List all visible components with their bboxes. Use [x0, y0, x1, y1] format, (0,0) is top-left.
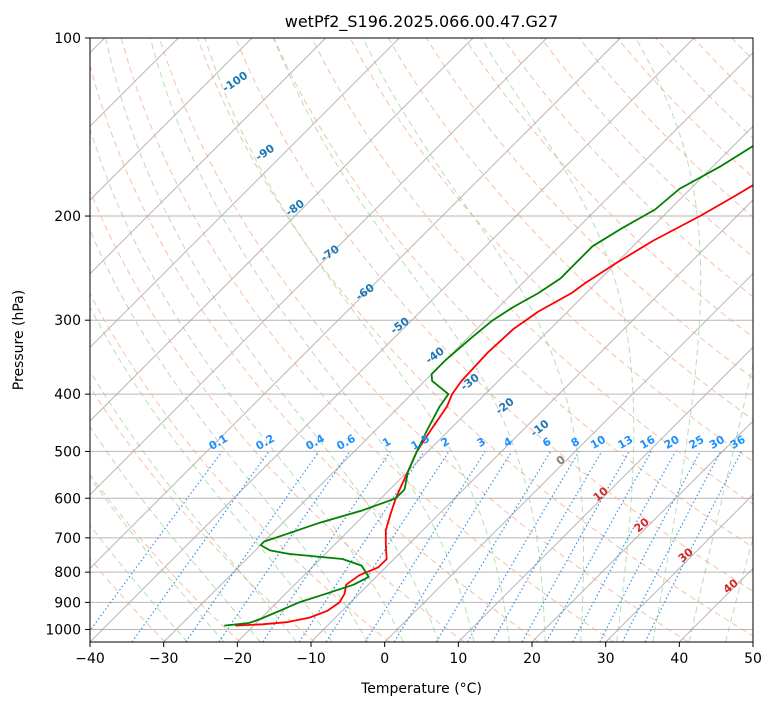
isotherm-line: [531, 420, 753, 642]
isotherm-line: [90, 38, 253, 201]
moist-adiabat-line: [90, 476, 225, 642]
isotherm-line: [310, 199, 753, 642]
y-tick-label: 400: [54, 387, 81, 403]
moist-adiabat-line: [204, 38, 510, 642]
isotherm-line: [605, 493, 753, 642]
dry-adiabat-line: [387, 38, 753, 421]
x-axis-label: Temperature (°C): [360, 681, 482, 697]
temperature-profile-line: [235, 184, 753, 627]
x-tick-label: −20: [223, 651, 253, 667]
moist-adiabat-line: [90, 425, 261, 642]
dry-adiabat-line: [273, 38, 753, 548]
isotherm-line: [384, 272, 753, 642]
x-tick-label: 20: [523, 651, 541, 667]
moist-adiabat-line: [90, 306, 333, 642]
dry-adiabat-line: [235, 38, 753, 592]
mixing-ratio-line: [262, 451, 391, 642]
mixing-ratio-line: [218, 451, 351, 642]
isotherm-line: [90, 38, 548, 496]
dry-adiabat-line: [197, 38, 753, 637]
x-axis: −40 −30 −20 −10 0 10 20 30 40 50: [75, 642, 762, 667]
mixing-ratio-line: [644, 451, 743, 642]
x-tick-label: 30: [597, 651, 615, 667]
moist-adiabat-line: [105, 38, 439, 642]
x-tick-label: 40: [670, 651, 688, 667]
isotherm-line: [457, 346, 753, 642]
mixing-ratio-line: [621, 451, 722, 642]
x-tick-label: 10: [449, 651, 467, 667]
plot-frame: [89, 37, 754, 643]
mixing-ratio-line: [298, 451, 425, 642]
y-tick-label: 900: [54, 595, 81, 611]
isotherm-line: [90, 38, 621, 570]
y-tick-label: 1000: [45, 622, 81, 638]
mixing-ratio-line: [521, 451, 630, 642]
y-tick-label: 600: [54, 491, 81, 507]
isotherm-line: [90, 38, 327, 275]
chart-title: wetPf2_S196.2025.066.00.47.G27: [285, 12, 559, 32]
dry-adiabat-line: [502, 38, 753, 298]
isotherm-line: [236, 125, 753, 642]
plot-area: [90, 38, 753, 642]
mixing-ratio-line: [325, 451, 450, 642]
moist-adiabat-line: [90, 126, 404, 642]
dry-adiabat-line: [349, 38, 753, 463]
dry-adiabat-line: [158, 38, 689, 642]
x-tick-label: 50: [744, 651, 762, 667]
isotherm-line: [90, 38, 695, 642]
dry-adiabat-line: [90, 292, 390, 642]
y-tick-label: 700: [54, 531, 81, 547]
dry-adiabat-line: [90, 385, 316, 642]
x-tick-label: −10: [296, 651, 326, 667]
y-axis-label: Pressure (hPa): [11, 290, 27, 390]
moist-adiabat-line: [725, 536, 753, 642]
dry-adiabat-line: [120, 38, 614, 642]
dry-adiabat-line: [311, 38, 753, 505]
y-tick-label: 100: [54, 31, 81, 47]
dry-adiabat-line: [464, 38, 753, 338]
moist-adiabat-line: [273, 38, 546, 642]
mixing-ratio-line: [131, 451, 270, 642]
moist-adiabat-line: [688, 361, 753, 642]
y-tick-label: 200: [54, 209, 81, 225]
y-tick-label: 800: [54, 565, 81, 581]
isotherm-line: [90, 38, 400, 349]
x-tick-label: 0: [380, 651, 389, 667]
mixing-ratio-line: [185, 451, 320, 642]
isotherm-line: [90, 38, 474, 422]
dry-adiabat-line: [90, 473, 241, 642]
mixing-ratio-line: [90, 451, 223, 632]
moist-adiabat-line: [480, 38, 635, 642]
x-tick-label: −40: [75, 651, 105, 667]
mixing-ratio-line: [572, 451, 677, 642]
moist-adiabat-line: [90, 369, 297, 642]
y-tick-label: 500: [54, 444, 81, 460]
mixing-ratio-line: [545, 451, 652, 642]
dry-adiabat-line: [90, 63, 540, 642]
moist-adiabat-line: [635, 38, 702, 642]
moist-adiabat-line: [90, 229, 369, 642]
dry-adiabat-line: [90, 189, 465, 642]
x-tick-label: −30: [149, 651, 179, 667]
moist-adiabat-line: [362, 38, 584, 642]
y-tick-label: 300: [54, 313, 81, 329]
moist-adiabat-line: [149, 38, 475, 642]
mixing-ratio-line: [393, 451, 513, 642]
dewpoint-profile-line: [224, 145, 753, 627]
dry-adiabat-line: [425, 38, 753, 379]
moist-adiabat-line: [90, 524, 188, 642]
y-axis: 100 200 300 400 500 600 700 800 900 1000: [45, 31, 90, 638]
